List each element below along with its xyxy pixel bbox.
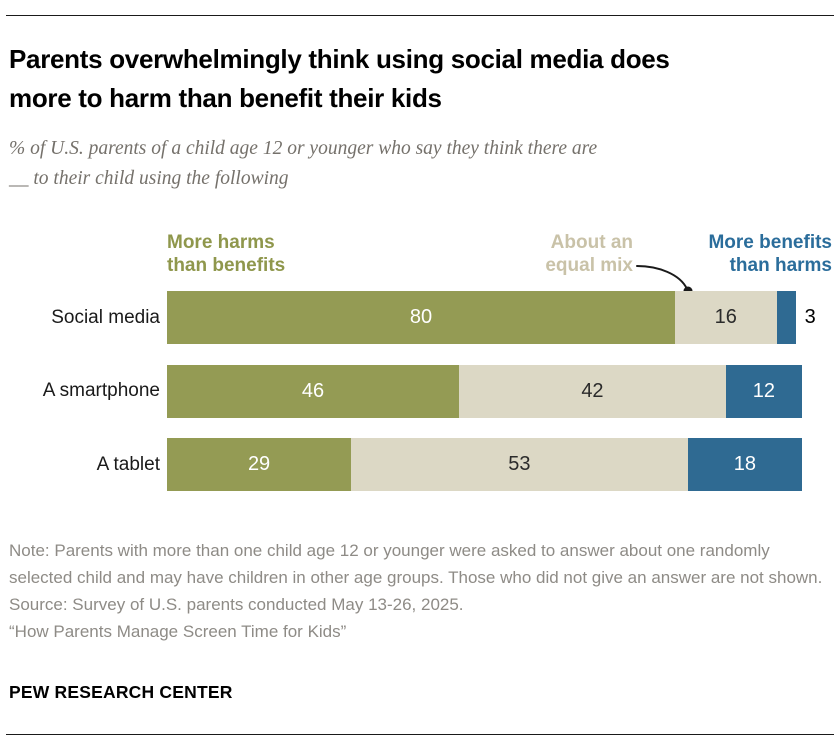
legend-equal-mix-line2: equal mix [545,255,633,276]
bar-segment: 46 [167,364,460,418]
legend-more-benefits-line1: More benefits [708,232,832,253]
bar-segment [776,291,796,344]
value-label: 12 [752,379,775,402]
chart-subtitle: % of U.S. parents of a child age 12 or y… [9,134,835,194]
bar-track: 29 53 18 [167,438,802,491]
brand: PEW RESEARCH CENTER [9,682,233,702]
value-label: 53 [508,453,531,475]
title-line1: Parents overwhelmingly think using socia… [9,44,670,74]
value-label: 80 [409,306,433,328]
bar-row: Social media 80 16 3 [0,291,840,344]
bar-segment: 29 [167,438,352,491]
bar-row: A tablet 29 53 18 [0,438,840,491]
subtitle-line2: __ to their child using the following [9,168,289,189]
bar-segment: 16 [675,291,777,344]
legend-more-harms-line1: More harms [167,232,275,253]
subtitle-line1: % of U.S. parents of a child age 12 or y… [9,138,598,159]
note-text: Note: Parents with more than one child a… [9,541,823,587]
bar-segment: 18 [687,438,802,491]
value-label: 46 [301,379,325,402]
legend-more-benefits: More benefits than harms [640,231,832,277]
bar-segment: 42 [459,364,726,418]
bar-row: A smartphone 46 42 12 [0,364,840,418]
source-text: Source: Survey of U.S. parents conducted… [9,595,464,614]
category-label: Social media [51,306,160,328]
value-label-outside: 3 [804,306,816,328]
value-label: 18 [733,453,756,475]
bar-track: 46 42 12 [167,364,802,418]
legend-equal-mix-line1: About an [550,232,633,253]
bar-segment: 80 [167,291,675,344]
bottom-divider [6,734,834,735]
bar-segment: 12 [725,364,802,418]
page-title: Parents overwhelmingly think using socia… [9,40,835,118]
category-label: A tablet [96,453,160,475]
legend-more-harms-line2: than benefits [167,255,286,276]
title-line2: more to harm than benefit their kids [9,83,442,113]
legend-equal-mix: About an equal mix [478,231,633,277]
bar-segment: 53 [351,438,688,491]
value-label: 29 [247,453,271,475]
report-title-text: “How Parents Manage Screen Time for Kids… [9,622,347,641]
chart-footer: Note: Parents with more than one child a… [9,537,833,645]
category-label: A smartphone [42,380,160,401]
legend-more-harms: More harms than benefits [167,231,285,277]
top-divider [6,15,834,16]
legend-more-benefits-line2: than harms [729,255,832,276]
value-label: 16 [714,306,737,328]
bar-track: 80 16 [167,291,796,344]
value-label: 42 [581,379,604,402]
